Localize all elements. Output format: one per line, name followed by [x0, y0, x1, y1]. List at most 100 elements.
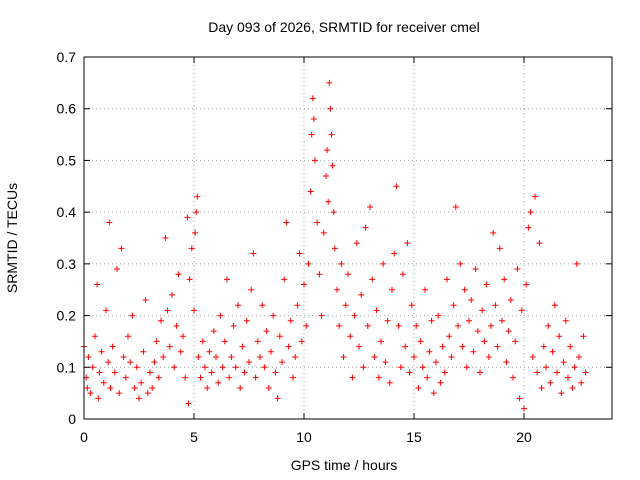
- x-tick-label: 15: [406, 429, 422, 445]
- data-point: [133, 364, 140, 371]
- data-point: [323, 172, 329, 179]
- data-point: [415, 384, 422, 391]
- data-point: [177, 348, 184, 355]
- data-point: [195, 353, 202, 360]
- data-point: [433, 359, 439, 366]
- data-point: [391, 250, 398, 257]
- y-tick-label: 0.2: [57, 308, 77, 324]
- data-point: [384, 317, 391, 324]
- data-point: [540, 343, 547, 350]
- data-point: [419, 364, 426, 371]
- data-point: [466, 317, 472, 324]
- data-point: [492, 302, 499, 309]
- data-point: [274, 395, 281, 402]
- data-point: [217, 312, 224, 319]
- data-point: [347, 333, 354, 340]
- data-point: [461, 286, 468, 293]
- data-point: [283, 219, 290, 226]
- data-point: [241, 369, 248, 376]
- data-point: [243, 317, 250, 324]
- x-tick-label: 10: [296, 429, 312, 445]
- data-point: [100, 379, 107, 386]
- data-point: [556, 333, 563, 340]
- data-point: [483, 281, 490, 288]
- data-point: [105, 359, 112, 366]
- data-point: [155, 374, 162, 381]
- data-point: [296, 250, 303, 257]
- data-point: [208, 369, 215, 376]
- data-point: [250, 250, 257, 257]
- data-point: [386, 379, 393, 386]
- data-point: [554, 369, 560, 376]
- data-point: [210, 328, 217, 335]
- data-point: [129, 312, 136, 319]
- data-point: [562, 317, 569, 324]
- data-point: [435, 312, 442, 319]
- data-point: [477, 369, 483, 376]
- data-point: [226, 374, 233, 381]
- data-point: [95, 395, 102, 402]
- data-point: [213, 353, 219, 360]
- data-point: [202, 364, 208, 371]
- data-point: [565, 374, 571, 381]
- data-point: [507, 297, 514, 304]
- data-point: [162, 235, 169, 241]
- data-point: [373, 307, 380, 314]
- plot-frame: [83, 56, 613, 420]
- data-point: [259, 302, 266, 309]
- data-point: [459, 343, 466, 350]
- data-point: [382, 359, 389, 366]
- data-point: [340, 353, 347, 360]
- data-point: [331, 245, 338, 252]
- data-point: [402, 343, 409, 350]
- data-point: [109, 343, 116, 350]
- data-point: [147, 369, 153, 376]
- data-point: [199, 338, 206, 345]
- data-point: [369, 276, 376, 283]
- data-point: [197, 374, 204, 381]
- x-tick-label: 20: [516, 429, 532, 445]
- data-point: [285, 343, 292, 350]
- data-point: [380, 260, 387, 267]
- data-points: [81, 79, 589, 412]
- data-point: [248, 286, 255, 293]
- data-point: [455, 322, 461, 329]
- data-point: [472, 266, 479, 273]
- data-point: [503, 359, 510, 366]
- data-point: [153, 338, 160, 345]
- data-point: [408, 302, 415, 309]
- data-point: [261, 364, 268, 371]
- data-point: [103, 307, 109, 314]
- data-point: [446, 333, 453, 340]
- data-point: [510, 374, 516, 381]
- data-point: [325, 198, 332, 205]
- data-point: [395, 322, 402, 329]
- data-point: [330, 209, 337, 216]
- data-point: [428, 317, 435, 324]
- data-point: [328, 131, 335, 138]
- data-point: [326, 79, 333, 86]
- data-point: [481, 338, 488, 345]
- data-point: [252, 374, 259, 381]
- x-tick-label: 0: [80, 429, 88, 445]
- data-point: [191, 307, 197, 314]
- data-point: [204, 384, 211, 391]
- data-point: [254, 338, 261, 345]
- data-point: [334, 286, 340, 293]
- data-point: [327, 105, 334, 112]
- data-point: [185, 400, 192, 407]
- data-point: [501, 276, 508, 283]
- data-point: [488, 322, 494, 329]
- data-point: [545, 322, 552, 329]
- data-point: [479, 307, 486, 314]
- data-point: [560, 359, 567, 366]
- data-point: [411, 353, 417, 360]
- data-point: [393, 183, 400, 190]
- data-point: [444, 276, 450, 283]
- chart-title: Day 093 of 2026, SRMTID for receiver cme…: [208, 19, 480, 35]
- data-point: [324, 147, 331, 154]
- data-point: [404, 240, 411, 247]
- data-point: [439, 343, 446, 350]
- data-point: [265, 384, 272, 391]
- data-point: [237, 384, 244, 391]
